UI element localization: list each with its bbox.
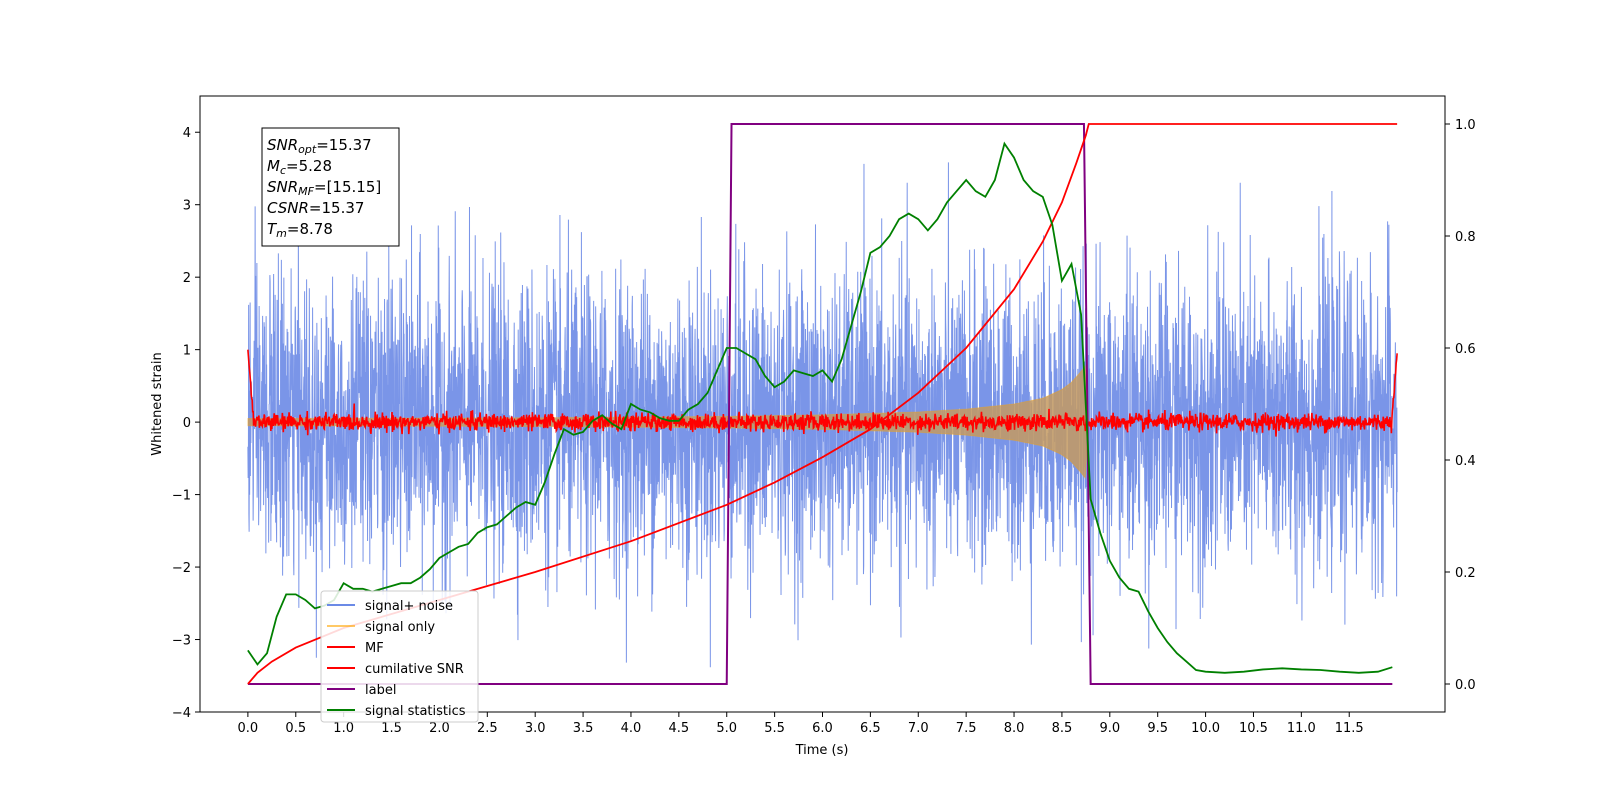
legend-label: MF <box>365 641 384 656</box>
legend-label: signal only <box>365 620 435 635</box>
stats-box: SNRopt=15.37 Mc=5.28 SNRMF=[15.15] CSNR=… <box>261 127 400 247</box>
y-tick-label: −2 <box>172 561 191 576</box>
x-tick-label: 10.0 <box>1191 721 1220 736</box>
y2-tick-label: 1.0 <box>1455 118 1476 133</box>
x-tick-label: 7.5 <box>956 721 977 736</box>
x-tick-label: 9.0 <box>1099 721 1120 736</box>
y-tick-label: −3 <box>172 634 191 649</box>
y2-tick-label: 0.2 <box>1455 566 1476 581</box>
x-tick-label: 1.0 <box>333 721 354 736</box>
legend-label: signal statistics <box>365 704 466 719</box>
stats-tm: Tm=8.78 <box>267 220 333 240</box>
y2-axis: 1.0 0.8 0.6 0.4 0.2 0.0 <box>1445 118 1476 693</box>
legend-entry-label: label <box>327 683 396 698</box>
y-axis: 4 3 2 1 0 −1 −2 −3 −4 <box>172 126 200 721</box>
x-tick-label: 11.5 <box>1335 721 1364 736</box>
legend-frame <box>320 590 479 723</box>
y-tick-label: −4 <box>172 706 191 721</box>
y-tick-label: 4 <box>183 126 191 141</box>
x-tick-label: 0.5 <box>285 721 306 736</box>
stats-box-frame <box>261 127 400 247</box>
legend-entry-signal-noise: signal+ noise <box>327 599 453 614</box>
series-signal-noise-line <box>247 162 1398 668</box>
x-tick-label: 4.0 <box>621 721 642 736</box>
y-tick-label: 2 <box>183 271 191 286</box>
stats-snr-opt: SNRopt=15.37 <box>267 136 372 156</box>
y2-tick-label: 0.8 <box>1455 230 1476 245</box>
x-tick-label: 3.5 <box>573 721 594 736</box>
x-axis-label: Time (s) <box>795 743 849 758</box>
series-signal-statistics-line <box>247 141 1393 674</box>
stats-csnr: CSNR=15.37 <box>267 199 364 217</box>
x-tick-label: 2.0 <box>429 721 450 736</box>
legend-entry-cumulative-snr: cumilative SNR <box>327 662 464 677</box>
x-tick-label: 4.5 <box>669 721 690 736</box>
legend: signal+ noise signal only MF cumilative … <box>320 590 479 723</box>
x-axis: 0.0 0.5 1.0 1.5 2.0 2.5 3.0 3.5 4.0 4.5 5.0 5.5 6.0 6… <box>238 712 1364 736</box>
x-tick-label: 6.0 <box>812 721 833 736</box>
x-tick-label: 8.0 <box>1004 721 1025 736</box>
x-tick-label: 9.5 <box>1147 721 1168 736</box>
legend-entry-signal-statistics: signal statistics <box>327 704 466 719</box>
series-cumulative-snr-line <box>247 123 1398 685</box>
x-tick-label: 11.0 <box>1287 721 1316 736</box>
x-tick-label: 6.5 <box>860 721 881 736</box>
y-tick-label: 3 <box>183 199 191 214</box>
x-tick-label: 2.5 <box>477 721 498 736</box>
x-tick-label: 1.5 <box>381 721 402 736</box>
legend-entry-signal-only: signal only <box>327 620 435 635</box>
x-tick-label: 8.5 <box>1052 721 1073 736</box>
x-tick-label: 7.0 <box>908 721 929 736</box>
x-tick-label: 5.5 <box>764 721 785 736</box>
stats-mc: Mc=5.28 <box>267 157 332 177</box>
series-label-line <box>247 123 1393 685</box>
y-tick-label: 0 <box>183 416 191 431</box>
y2-tick-label: 0.6 <box>1455 342 1476 357</box>
x-tick-label: 10.5 <box>1239 721 1268 736</box>
x-tick-label: 0.0 <box>238 721 259 736</box>
y-tick-label: 1 <box>183 344 191 359</box>
legend-entry-mf: MF <box>327 641 384 656</box>
legend-label: signal+ noise <box>365 599 453 614</box>
y2-tick-label: 0.0 <box>1455 678 1476 693</box>
legend-label: label <box>365 683 396 698</box>
series-mf-line <box>247 349 1398 437</box>
stats-snr-mf: SNRMF=[15.15] <box>267 178 381 198</box>
x-tick-label: 5.0 <box>716 721 737 736</box>
y2-tick-label: 0.4 <box>1455 454 1476 469</box>
x-tick-label: 3.0 <box>525 721 546 736</box>
plot-area <box>247 123 1398 685</box>
y-axis-label: Whitened strain <box>150 352 165 455</box>
y-tick-label: −1 <box>172 489 191 504</box>
legend-label: cumilative SNR <box>365 662 464 677</box>
